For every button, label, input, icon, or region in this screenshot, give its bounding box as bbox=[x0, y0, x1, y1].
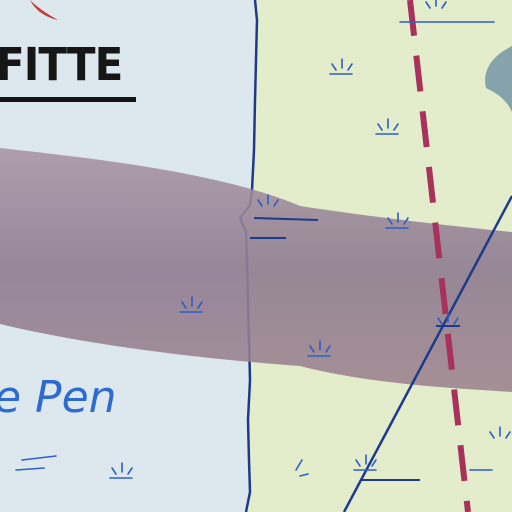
road-line bbox=[342, 195, 512, 512]
coastline-tick bbox=[250, 217, 319, 239]
dashed-boundary bbox=[407, 0, 471, 512]
place-name-underline bbox=[0, 97, 136, 102]
wide-route-band bbox=[0, 148, 512, 392]
marsh-icon bbox=[15, 0, 511, 479]
grey-feature bbox=[485, 46, 512, 112]
place-name-label: FITTE bbox=[0, 37, 123, 91]
area-name-label: e Pen bbox=[0, 372, 117, 423]
